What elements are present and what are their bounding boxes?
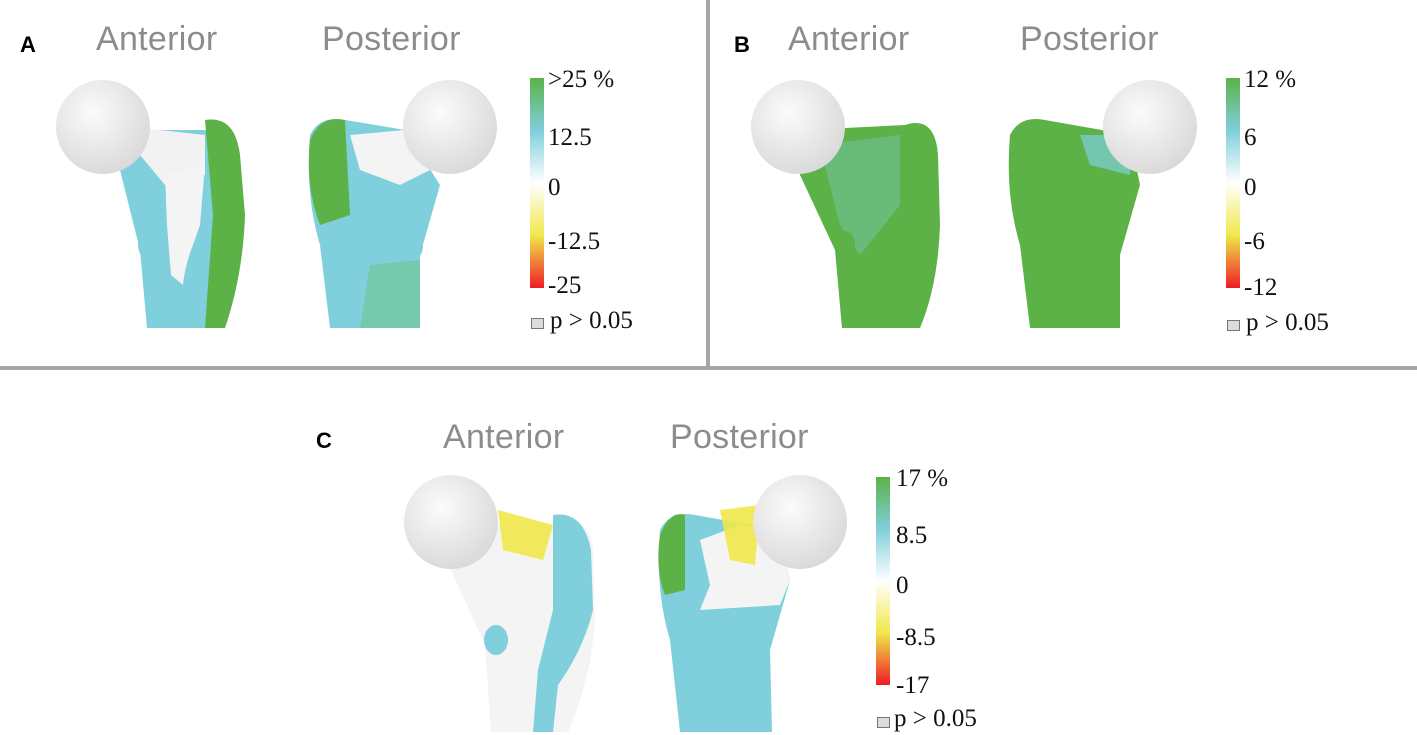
vertical-divider — [706, 0, 710, 368]
colorbar — [1226, 78, 1240, 288]
panel-label: A — [20, 32, 36, 57]
colorbar-lower-label: -12.5 — [548, 228, 601, 255]
panel-c: C Anterior Posterior 17 % 8.5 0 -8.5 -17… — [0, 370, 1417, 735]
anterior-femur-model — [751, 80, 940, 328]
colorbar-bottom-label: -12 — [1244, 274, 1278, 301]
panel-label: C — [316, 428, 332, 453]
posterior-label: Posterior — [322, 20, 461, 58]
colorbar-lower-label: -8.5 — [896, 624, 936, 651]
colorbar-top-label: >25 % — [548, 66, 615, 93]
colorbar-top-label: 17 % — [896, 465, 949, 492]
panel-a: A Anterior Posterior >25 % 12.5 0 -12.5 … — [0, 0, 706, 366]
legend-swatch — [1227, 320, 1240, 331]
panel-label: B — [734, 32, 750, 57]
colorbar — [876, 477, 890, 685]
colorbar-upper-label: 12.5 — [548, 124, 592, 151]
posterior-femur-model — [658, 475, 847, 732]
colorbar — [530, 78, 544, 288]
posterior-femur-model — [308, 80, 497, 328]
posterior-label: Posterior — [1020, 20, 1159, 58]
colorbar-mid-label: 0 — [548, 174, 561, 201]
colorbar-mid-label: 0 — [896, 572, 909, 599]
colorbar-mid-label: 0 — [1244, 174, 1257, 201]
anterior-femur-model — [404, 475, 595, 732]
legend-swatch — [877, 717, 890, 728]
posterior-label: Posterior — [670, 418, 809, 456]
anterior-label: Anterior — [443, 418, 565, 456]
legend-text: p > 0.05 — [550, 307, 633, 334]
anterior-label: Anterior — [96, 20, 218, 58]
legend-swatch — [531, 318, 544, 329]
horizontal-divider — [0, 366, 1417, 370]
colorbar-bottom-label: -25 — [548, 272, 582, 299]
colorbar-upper-label: 6 — [1244, 124, 1257, 151]
colorbar-top-label: 12 % — [1244, 66, 1297, 93]
panel-b: B Anterior Posterior 12 % 6 0 -6 -12 p >… — [710, 0, 1417, 366]
anterior-femur-model — [56, 80, 245, 328]
legend-text: p > 0.05 — [1246, 309, 1329, 336]
anterior-label: Anterior — [788, 20, 910, 58]
colorbar-bottom-label: -17 — [896, 672, 930, 699]
legend-text: p > 0.05 — [894, 705, 977, 732]
colorbar-lower-label: -6 — [1244, 228, 1265, 255]
posterior-femur-model — [1008, 80, 1197, 328]
colorbar-upper-label: 8.5 — [896, 522, 928, 549]
